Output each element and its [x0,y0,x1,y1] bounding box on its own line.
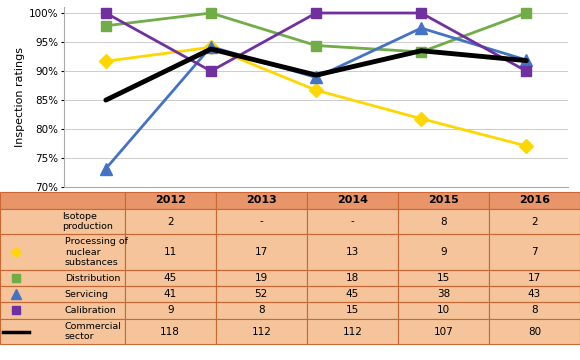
Text: 118: 118 [160,327,180,337]
Bar [125,192,216,208]
Text: 43: 43 [528,289,541,299]
Text: -: - [350,216,354,226]
Text: 10: 10 [437,306,450,315]
Bar [398,302,489,319]
Text: 8: 8 [440,216,447,226]
Bar [0,319,125,345]
Bar [0,208,125,234]
Text: 13: 13 [346,247,359,257]
Text: 8: 8 [531,306,538,315]
Bar [489,208,580,234]
Bar [125,286,216,302]
Bar [216,319,307,345]
Bar [125,302,216,319]
Bar [125,234,216,270]
Text: 17: 17 [255,247,268,257]
Text: 112: 112 [251,327,271,337]
Text: 11: 11 [164,247,177,257]
Bar [125,208,216,234]
Bar [398,270,489,286]
Text: 2: 2 [531,216,538,226]
Bar [216,208,307,234]
Text: 2015: 2015 [428,195,459,206]
Bar [489,302,580,319]
Text: 38: 38 [437,289,450,299]
Bar [216,234,307,270]
Text: 7: 7 [531,247,538,257]
Text: 18: 18 [346,273,359,283]
Text: 41: 41 [164,289,177,299]
Bar [307,270,398,286]
Text: -: - [259,216,263,226]
Bar [0,234,125,270]
Text: 15: 15 [346,306,359,315]
Bar [216,192,307,208]
Bar [489,319,580,345]
Bar [398,234,489,270]
Text: 2012: 2012 [155,195,186,206]
Text: Commercial
sector: Commercial sector [65,322,122,341]
Bar [398,286,489,302]
Bar [489,286,580,302]
Text: 52: 52 [255,289,268,299]
Bar [307,208,398,234]
Text: 112: 112 [342,327,362,337]
Bar [216,286,307,302]
Text: Calibration: Calibration [65,306,117,315]
Text: 17: 17 [528,273,541,283]
Text: 2013: 2013 [246,195,277,206]
Bar [307,234,398,270]
Bar [489,234,580,270]
Bar [0,302,125,319]
Bar [0,192,125,208]
Bar [216,302,307,319]
Text: 8: 8 [258,306,264,315]
Bar [307,286,398,302]
Bar [125,270,216,286]
Text: 2016: 2016 [519,195,550,206]
Text: Servicing: Servicing [65,290,109,299]
Text: Isotope
production: Isotope production [63,212,113,231]
Bar [307,192,398,208]
Bar [0,286,125,302]
Text: 15: 15 [437,273,450,283]
Y-axis label: Inspection ratings: Inspection ratings [14,47,24,147]
Text: 45: 45 [164,273,177,283]
Bar [307,302,398,319]
Bar [398,208,489,234]
Bar [125,319,216,345]
Text: 9: 9 [440,247,447,257]
Text: 107: 107 [433,327,454,337]
Bar [216,270,307,286]
Text: 2: 2 [167,216,173,226]
Bar [489,192,580,208]
Bar [0,270,125,286]
Bar [307,319,398,345]
Text: 9: 9 [167,306,173,315]
Text: 45: 45 [346,289,359,299]
Text: 80: 80 [528,327,541,337]
Bar [398,192,489,208]
Text: Processing of
nuclear
substances: Processing of nuclear substances [65,237,128,267]
Bar [489,270,580,286]
Bar [398,319,489,345]
Text: 2014: 2014 [337,195,368,206]
Text: Distribution: Distribution [65,274,120,283]
Text: 19: 19 [255,273,268,283]
